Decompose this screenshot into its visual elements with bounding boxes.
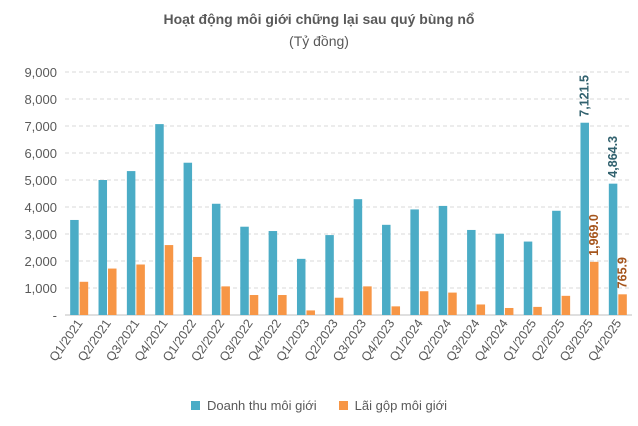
data-label: 7,121.5 [578, 75, 592, 117]
y-tick-label: 3,000 [24, 227, 57, 242]
bar-revenue [183, 162, 193, 315]
bar-gross-profit [476, 304, 486, 315]
bar-gross-profit [108, 268, 117, 315]
y-tick-label: 4,000 [24, 200, 57, 215]
bar-revenue [211, 203, 221, 315]
legend-swatch-revenue [190, 401, 200, 410]
bar-revenue [382, 224, 391, 315]
chart-title: Hoạt động môi giới chững lại sau quý bùn… [163, 11, 475, 27]
bar-revenue [608, 183, 618, 315]
legend-swatch-profit [338, 401, 348, 410]
bar-gross-profit [193, 256, 202, 315]
bar-revenue [98, 180, 108, 315]
bar-gross-profit [391, 306, 401, 315]
bar-revenue [552, 210, 561, 315]
bar-gross-profit [618, 294, 627, 315]
bar-gross-profit [164, 245, 174, 315]
bar-revenue [580, 122, 589, 315]
data-label: 765.9 [616, 257, 630, 288]
bar-revenue [438, 205, 448, 315]
legend-label-profit: Lãi gộp môi giới [354, 398, 448, 413]
bar-revenue [523, 241, 533, 315]
bar-revenue [325, 235, 334, 315]
y-tick-label: - [53, 308, 57, 323]
legend-label-revenue: Doanh thu môi giới [206, 398, 317, 413]
data-label: 1,969.0 [587, 214, 601, 256]
bar-revenue [467, 229, 476, 315]
bar-gross-profit [334, 297, 344, 315]
bar-gross-profit [561, 295, 571, 315]
legend-item-revenue: Doanh thu môi giới [190, 398, 317, 413]
legend: Doanh thu môi giới Lãi gộp môi giới [0, 398, 638, 413]
bar-revenue [240, 226, 249, 315]
bar-gross-profit [306, 310, 315, 315]
y-tick-label: 7,000 [24, 119, 57, 134]
bar-revenue [155, 124, 164, 315]
bar-gross-profit [221, 286, 230, 315]
bar-gross-profit [419, 291, 429, 315]
y-tick-label: 1,000 [24, 281, 57, 296]
y-tick-label: 6,000 [24, 146, 57, 161]
bar-gross-profit [136, 264, 145, 315]
bar-revenue [126, 171, 136, 315]
y-tick-label: 2,000 [24, 254, 57, 269]
bar-gross-profit [448, 292, 457, 315]
bar-revenue [70, 219, 79, 315]
bar-gross-profit [533, 306, 542, 315]
bar-gross-profit [249, 295, 259, 315]
bar-gross-profit [363, 286, 372, 315]
y-tick-label: 8,000 [24, 92, 57, 107]
legend-item-profit: Lãi gộp môi giới [338, 398, 448, 413]
bar-revenue [410, 209, 419, 315]
bar-revenue [296, 258, 306, 315]
y-tick-label: 5,000 [24, 173, 57, 188]
data-label: 4,864.3 [606, 136, 620, 178]
bar-revenue [268, 231, 278, 315]
bar-revenue [495, 233, 504, 315]
bar-revenue [353, 199, 363, 315]
bar-gross-profit [589, 261, 599, 315]
bar-gross-profit [79, 281, 89, 315]
bar-gross-profit [504, 307, 514, 315]
bar-gross-profit [278, 295, 287, 315]
y-tick-label: 9,000 [24, 65, 57, 80]
chart-subtitle: (Tỷ đồng) [289, 33, 349, 49]
